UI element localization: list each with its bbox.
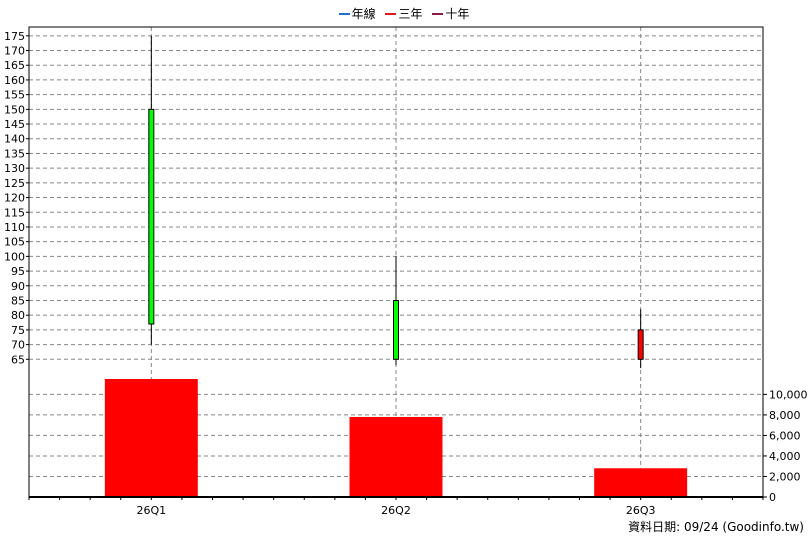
price-tick-label: 125 bbox=[4, 177, 25, 190]
legend-item-ten-year: 十年 bbox=[432, 5, 469, 22]
x-tick-label: 26Q2 bbox=[381, 504, 411, 517]
volume-bar bbox=[104, 379, 198, 497]
price-tick-label: 75 bbox=[11, 324, 25, 337]
volume-tick-label: 10,000 bbox=[769, 388, 808, 401]
price-tick-label: 105 bbox=[4, 236, 25, 249]
data-date-footer: 資料日期: 09/24 (Goodinfo.tw) bbox=[628, 520, 804, 534]
legend-label-three-year: 三年 bbox=[398, 7, 423, 21]
price-tick-label: 110 bbox=[4, 221, 25, 234]
price-tick-label: 145 bbox=[4, 118, 25, 131]
price-tick-label: 160 bbox=[4, 74, 25, 87]
price-tick-label: 120 bbox=[4, 192, 25, 205]
price-tick-label: 70 bbox=[11, 339, 25, 352]
volume-tick-label: 0 bbox=[769, 491, 776, 504]
volume-bar bbox=[349, 416, 443, 497]
price-tick-label: 65 bbox=[11, 353, 25, 366]
volume-tick-label: 6,000 bbox=[769, 429, 801, 442]
volume-tick-label: 8,000 bbox=[769, 409, 801, 422]
legend-item-three-year: 三年 bbox=[385, 5, 423, 22]
price-tick-label: 115 bbox=[4, 206, 25, 219]
x-tick-label: 26Q3 bbox=[626, 504, 656, 517]
price-tick-label: 130 bbox=[4, 162, 25, 175]
volume-tick-label: 2,000 bbox=[769, 470, 801, 483]
price-tick-label: 150 bbox=[4, 103, 25, 116]
price-tick-label: 95 bbox=[11, 265, 25, 278]
price-tick-label: 165 bbox=[4, 59, 25, 72]
price-tick-label: 135 bbox=[4, 147, 25, 160]
legend-label-annual: 年線 bbox=[351, 7, 376, 21]
legend-item-annual: 年線 bbox=[338, 5, 376, 22]
candle-body bbox=[148, 108, 155, 325]
price-tick-label: 80 bbox=[11, 309, 25, 322]
legend-swatch-three-year bbox=[385, 12, 397, 15]
legend-swatch-ten-year bbox=[432, 12, 444, 15]
price-tick-label: 155 bbox=[4, 89, 25, 102]
legend-label-ten-year: 十年 bbox=[445, 7, 470, 21]
price-tick-label: 85 bbox=[11, 294, 25, 307]
chart-legend: 年線 三年 十年 bbox=[0, 5, 808, 22]
price-tick-label: 90 bbox=[11, 280, 25, 293]
price-tick-label: 100 bbox=[4, 250, 25, 263]
volume-tick-label: 4,000 bbox=[769, 450, 801, 463]
price-tick-label: 175 bbox=[4, 30, 25, 43]
volume-bar bbox=[594, 468, 688, 497]
legend-swatch-annual bbox=[338, 12, 350, 15]
x-tick-label: 26Q1 bbox=[137, 504, 167, 517]
candle-body bbox=[637, 329, 644, 360]
price-tick-label: 140 bbox=[4, 133, 25, 146]
candle-body bbox=[393, 299, 399, 360]
price-tick-label: 170 bbox=[4, 45, 25, 58]
